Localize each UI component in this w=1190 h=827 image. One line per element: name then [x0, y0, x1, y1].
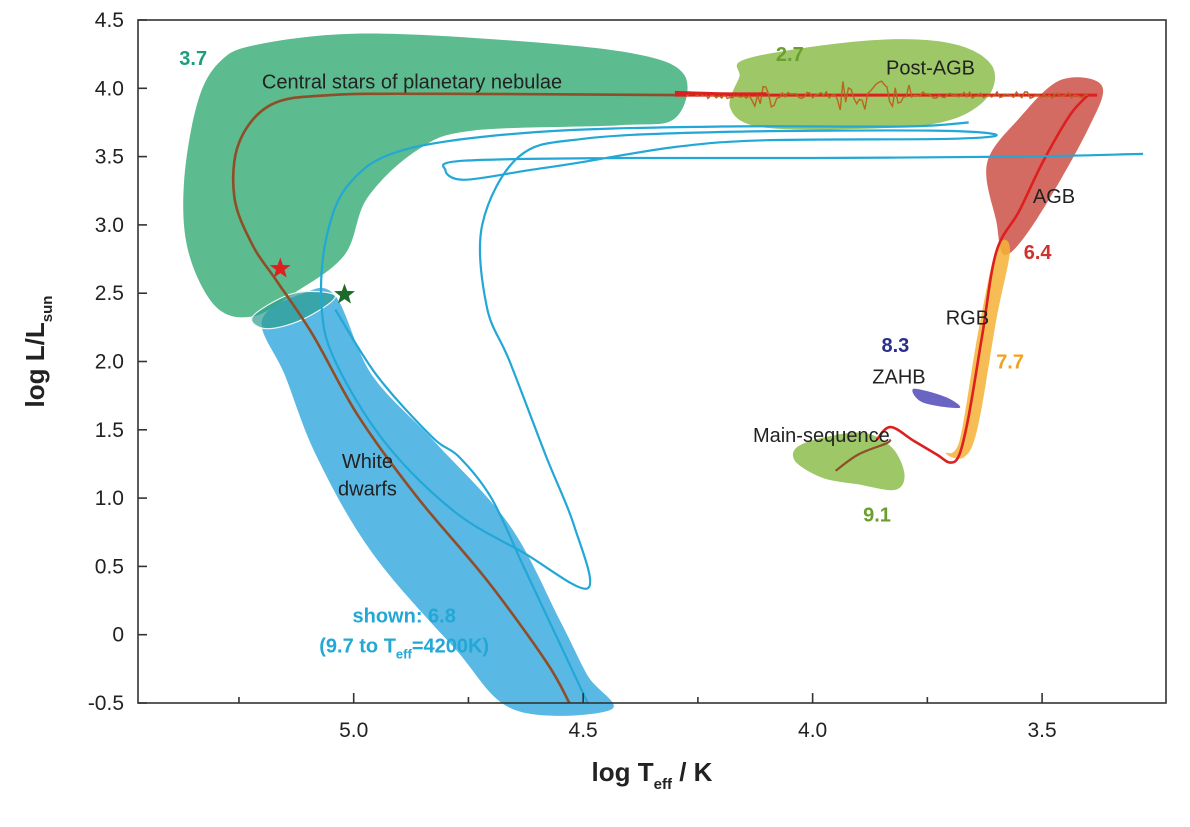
y-tick-label: 0.5 — [95, 555, 124, 578]
y-tick-label: 4.0 — [95, 77, 124, 100]
region-label-agb: AGB — [1033, 186, 1075, 208]
regions — [183, 33, 1104, 716]
track-main-sequence — [834, 438, 892, 472]
region-label-white-dwarfs-2: dwarfs — [338, 478, 397, 500]
x-tick-label: 4.5 — [569, 719, 598, 742]
markers — [269, 257, 355, 304]
region-label-zahb: ZAHB — [872, 366, 925, 388]
region-cspn — [183, 33, 688, 318]
region-overlap — [251, 290, 336, 330]
tracks — [231, 80, 1144, 704]
y-tick-label: 3.5 — [95, 146, 124, 169]
region-agb — [986, 77, 1104, 256]
y-tick-label: 4.5 — [95, 9, 124, 32]
age-label-agb: 6.4 — [1024, 242, 1053, 264]
region-post-agb — [729, 39, 996, 130]
region-label-post-agb: Post-AGB — [886, 58, 975, 80]
y-tick-label: 2.0 — [95, 351, 124, 374]
age-label-rgb: 7.7 — [996, 351, 1024, 373]
age-label-white-dwarfs: shown: 6.8 — [352, 605, 455, 627]
region-label-white-dwarfs: White — [342, 451, 393, 473]
star-marker-0 — [269, 257, 291, 278]
region-white-dwarfs — [261, 287, 614, 716]
region-label-main-sequence: Main-sequence — [753, 425, 890, 447]
y-axis-title: log L/Lsun — [20, 296, 56, 408]
track-post-agb-jitter — [685, 80, 1089, 111]
star-marker-1 — [334, 283, 355, 304]
y-tick-label: 0 — [112, 624, 124, 647]
x-tick-label: 5.0 — [339, 719, 368, 742]
track-red-arc — [674, 90, 767, 96]
labels: 3.7 Central stars of planetary nebulae 2.7… — [179, 44, 1075, 661]
region-label-cspn: Central stars of planetary nebulae — [262, 71, 562, 93]
y-tick-label: 2.5 — [95, 282, 124, 305]
age-label-zahb: 8.3 — [881, 335, 909, 357]
y-tick-label: -0.5 — [88, 692, 124, 715]
region-rgb — [945, 239, 1010, 459]
y-tick-label: 1.0 — [95, 487, 124, 510]
track-giant-branch — [875, 94, 1089, 464]
x-axis-title: log Teff / K — [592, 757, 713, 793]
x-tick-label: 4.0 — [798, 719, 827, 742]
region-zahb — [912, 388, 961, 409]
age-label-main-sequence: 9.1 — [863, 504, 891, 526]
track-cooling-brown — [231, 92, 675, 704]
track-cyan-loop — [319, 121, 1144, 590]
track-cyan-cooling — [334, 309, 589, 704]
age-label-cspn: 3.7 — [179, 48, 207, 70]
y-tick-label: 3.0 — [95, 214, 124, 237]
y-tick-label: 1.5 — [95, 419, 124, 442]
age-label-post-agb: 2.7 — [776, 44, 804, 66]
region-label-rgb: RGB — [946, 308, 989, 330]
x-tick-label: 3.5 — [1027, 719, 1056, 742]
